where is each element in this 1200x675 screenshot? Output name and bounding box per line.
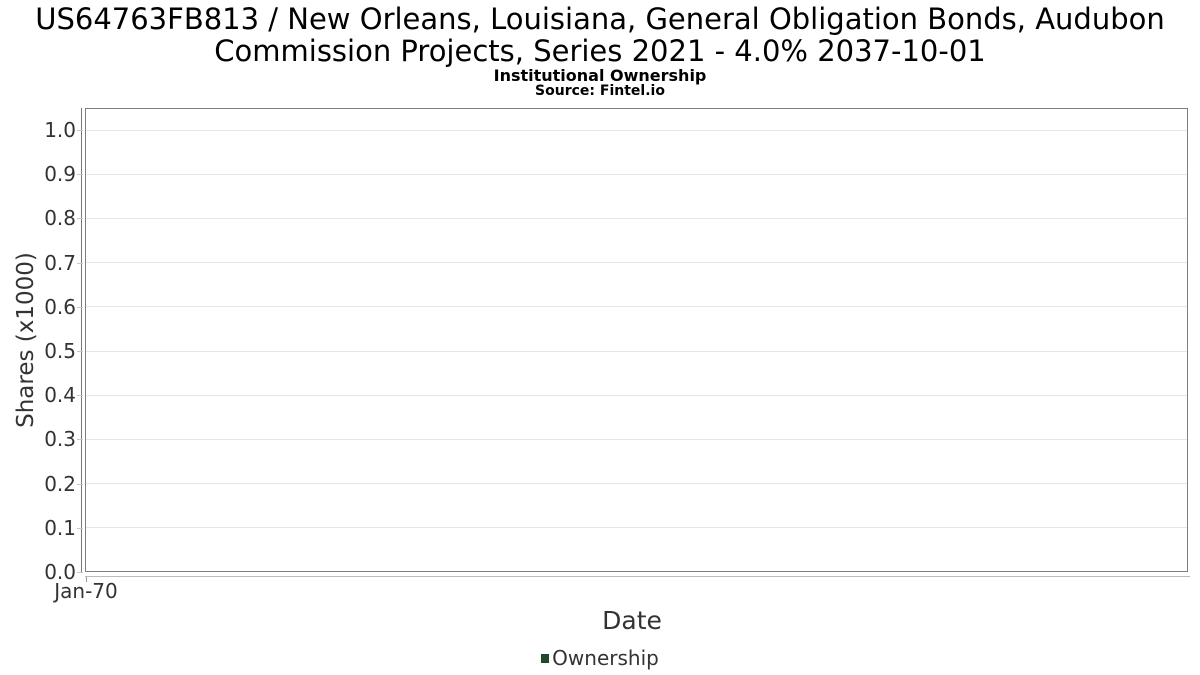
y-axis-title: Shares (x1000) [13, 252, 39, 428]
y-tick-mark [77, 395, 83, 397]
y-tick-label: 0.4 [44, 383, 76, 408]
legend: Ownership [0, 645, 1200, 671]
gridline [86, 483, 1187, 485]
gridline [86, 306, 1187, 308]
gridline [86, 438, 1187, 440]
y-tick-mark [77, 527, 83, 529]
y-tick-label: 0.2 [44, 471, 76, 496]
y-tick-mark [77, 439, 83, 441]
y-tick-mark [77, 351, 83, 353]
y-tick-mark [77, 572, 83, 573]
chart-source: Source: Fintel.io [535, 83, 665, 99]
legend-swatch-icon [541, 653, 550, 663]
legend-label: Ownership [552, 646, 659, 670]
chart-title-line2: Commission Projects, Series 2021 - 4.0% … [214, 34, 986, 68]
x-axis-line [85, 576, 1190, 577]
y-tick-mark [77, 262, 83, 264]
y-tick-mark [77, 174, 83, 176]
gridline [86, 350, 1187, 352]
y-tick-label: 0.6 [44, 294, 76, 319]
x-tick-mark [86, 577, 87, 582]
gridline [86, 394, 1187, 396]
y-tick-label: 0.9 [44, 162, 76, 187]
plot-area [85, 108, 1188, 572]
y-tick-mark [77, 218, 83, 220]
y-axis-line [81, 108, 82, 572]
y-tick-label: 0.0 [44, 560, 76, 584]
y-tick-mark [77, 130, 83, 132]
y-tick-label: 0.3 [44, 427, 76, 452]
legend-item-ownership[interactable]: Ownership [541, 646, 659, 670]
gridline [86, 262, 1187, 264]
x-tick-label: Jan-70 [54, 579, 118, 603]
gridline [86, 129, 1187, 131]
chart-subtitle: Institutional Ownership [493, 66, 707, 85]
y-tick-label: 0.5 [44, 339, 76, 364]
y-tick-mark [77, 306, 83, 308]
chart-title: US64763FB813 / New Orleans, Louisiana, G… [0, 3, 1200, 67]
gridline [86, 173, 1187, 175]
y-tick-mark [77, 483, 83, 485]
x-axis-title: Date [602, 606, 662, 635]
y-tick-label: 1.0 [44, 118, 76, 143]
y-tick-label: 0.1 [44, 515, 76, 540]
y-tick-label: 0.7 [44, 250, 76, 275]
y-tick-label: 0.8 [44, 206, 76, 231]
gridline [86, 527, 1187, 529]
chart-title-line1: US64763FB813 / New Orleans, Louisiana, G… [35, 2, 1165, 36]
gridline [86, 217, 1187, 219]
